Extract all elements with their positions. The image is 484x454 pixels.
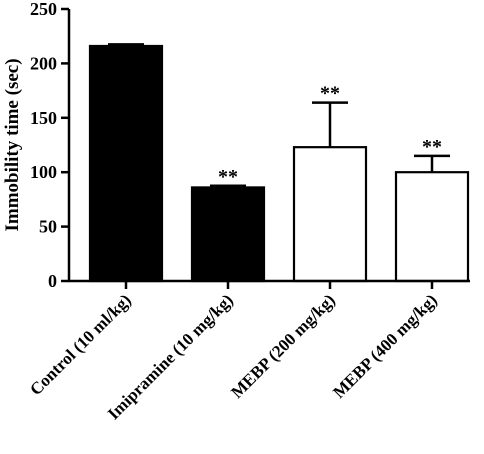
y-tick-label: 200 [30, 53, 57, 73]
bar [190, 186, 266, 283]
y-axis-title: Immobility time (sec) [2, 58, 23, 231]
x-axis: Control (10 ml/kg)Imipramine (10 mg/kg)M… [26, 279, 470, 423]
bar [394, 171, 470, 283]
y-tick-label: 50 [39, 217, 57, 237]
x-tick-label: Control (10 ml/kg) [26, 290, 135, 399]
y-axis: 0 50 100 150 200 250 [30, 0, 71, 291]
y-tick-label: 0 [48, 271, 57, 291]
bars: ** ** ** [88, 43, 470, 283]
significance-label: ** [218, 166, 238, 188]
significance-label: ** [320, 83, 340, 105]
y-tick-label: 250 [30, 0, 57, 19]
significance-label: ** [422, 136, 442, 158]
x-tick-label: MEBP (200 mg/kg) [227, 290, 339, 402]
y-tick-label: 150 [30, 108, 57, 128]
bar [88, 44, 164, 283]
x-tick-label: MEBP (400 mg/kg) [329, 290, 441, 402]
bar [292, 146, 368, 283]
y-tick-label: 100 [30, 162, 57, 182]
